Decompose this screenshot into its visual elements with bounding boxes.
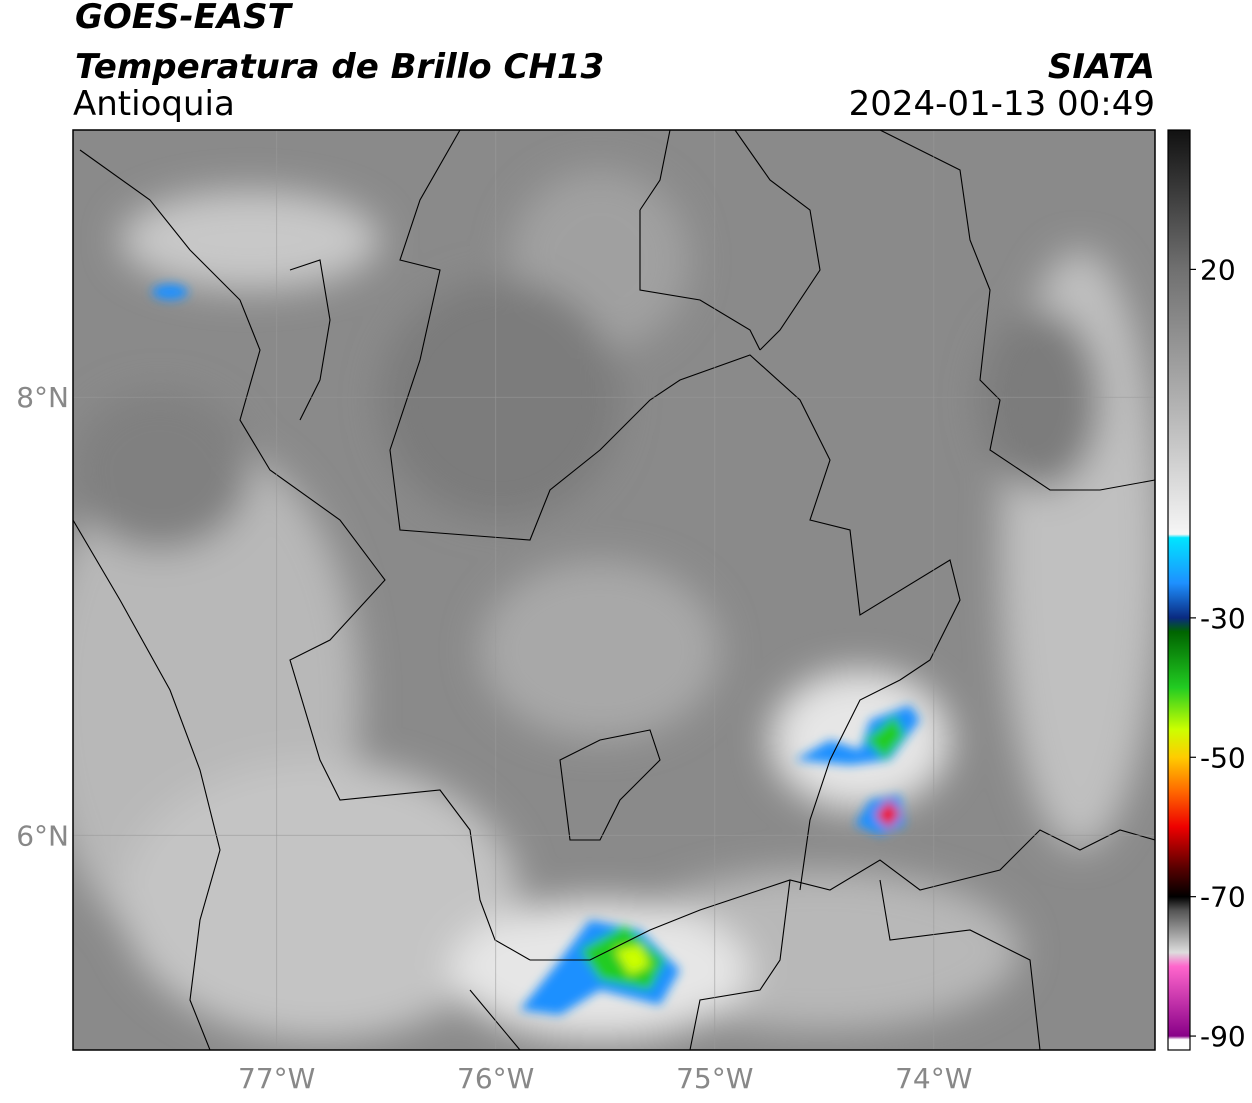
x-tick-label: 74°W	[895, 1062, 972, 1095]
colorbar-tick-label: 20	[1200, 253, 1236, 286]
colorbar-tick-label: -30	[1200, 602, 1246, 635]
colorbar-tick-label: -70	[1200, 881, 1246, 914]
map-frame	[72, 129, 1156, 1051]
x-tick-label: 77°W	[238, 1062, 315, 1095]
y-tick-label: 6°N	[16, 819, 69, 852]
region: Antioquia	[73, 84, 235, 124]
x-tick-label: 76°W	[457, 1062, 534, 1095]
y-tick-label: 8°N	[16, 381, 69, 414]
colorbar-tick-label: -50	[1200, 741, 1246, 774]
title: GOES-EAST	[75, 0, 294, 37]
datetime: 2024-01-13 00:49	[849, 84, 1155, 124]
colorbar-tick-label: -90	[1200, 1020, 1246, 1053]
source: SIATA	[1048, 47, 1155, 87]
colorbar	[1167, 129, 1191, 1051]
borders	[73, 130, 1155, 1050]
subtitle: Temperatura de Brillo CH13	[75, 47, 604, 87]
x-tick-label: 75°W	[676, 1062, 753, 1095]
grid	[73, 130, 1155, 1050]
map-image	[73, 130, 1155, 1050]
